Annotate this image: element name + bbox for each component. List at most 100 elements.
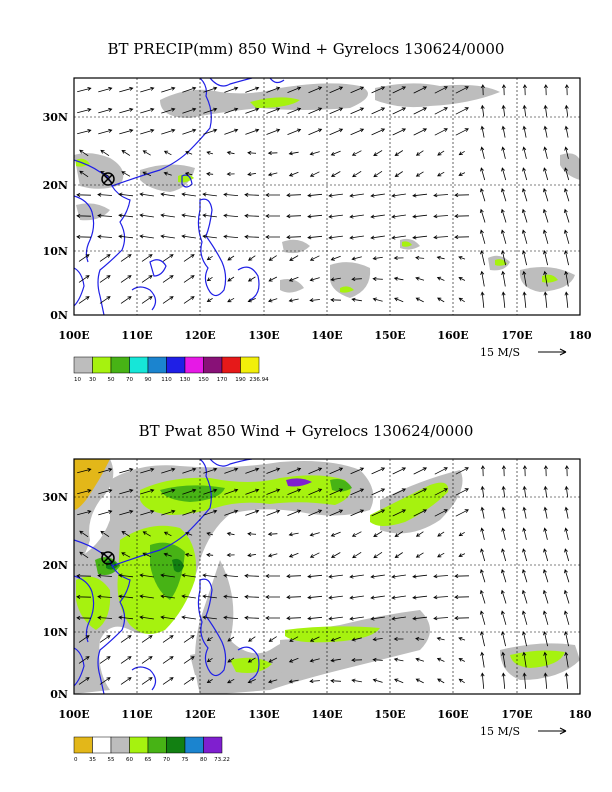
wind-arrow (120, 296, 132, 304)
wind-arrow (480, 485, 485, 498)
wind-arrow (247, 150, 257, 155)
wind-arrow (394, 297, 404, 303)
wind-arrow (372, 657, 383, 662)
colorbar-swatch (129, 356, 149, 374)
wind-arrow (501, 146, 506, 159)
wind-arrow (247, 657, 256, 663)
wind-arrow (307, 574, 323, 579)
wind-arrow (391, 595, 406, 600)
wind-arrow (542, 229, 549, 244)
wind-arrow (522, 465, 527, 477)
wind-arrow (480, 506, 485, 519)
pwat-shading-purple (286, 478, 312, 487)
wind-arrow (501, 84, 506, 96)
wind-arrow (183, 296, 195, 304)
wind-arrow (371, 107, 386, 115)
wind-arrow (564, 125, 569, 138)
wind-arrow (433, 574, 449, 579)
wind-arrow (480, 188, 486, 202)
wind-arrow (434, 488, 448, 496)
wind-arrow (564, 651, 569, 668)
wind-arrow (543, 125, 548, 138)
wind-arrow (437, 531, 445, 537)
wind-arrow (139, 234, 154, 239)
wind-arrow (268, 679, 278, 684)
colorbar-swatch (166, 356, 186, 374)
colorbar-label: 150 (198, 377, 209, 383)
svg-text:30N: 30N (43, 111, 68, 124)
svg-text:140E: 140E (311, 708, 342, 721)
wind-arrow (99, 275, 111, 283)
wind-arrow (223, 573, 239, 578)
coastlines (74, 459, 260, 694)
wind-arrow (351, 531, 362, 537)
wind-arrow (309, 277, 320, 282)
wind-arrow (139, 573, 154, 578)
wind-arrow (286, 214, 302, 219)
wind-arrow (522, 631, 527, 647)
wind-arrow (394, 552, 403, 558)
plot-frame (73, 77, 581, 316)
wind-arrow (564, 465, 569, 477)
wind-arrow (206, 276, 213, 282)
wind-arrow (245, 107, 260, 114)
wind-arrow (413, 488, 428, 496)
wind-arrow (542, 208, 549, 223)
wind-arrow (501, 167, 507, 181)
wind-arrow (244, 594, 260, 599)
wind-arrow (372, 297, 383, 302)
wind-arrow (351, 637, 362, 642)
wind-arrow (265, 573, 280, 579)
wind-arrow (286, 235, 302, 240)
wind-arrow (543, 250, 548, 266)
wind-arrow (161, 128, 176, 135)
wind-arrow (79, 530, 89, 538)
colorbar-label: 60 (126, 757, 133, 763)
x-axis-ticks: 100E 110E 120E 130E 140E 150E 160E 170E … (58, 708, 592, 721)
wind-arrow (458, 172, 466, 176)
wind-arrow (245, 86, 260, 93)
svg-text:100E: 100E (58, 329, 89, 342)
colorbar-swatch (184, 356, 204, 374)
wind-arrow (454, 616, 470, 621)
wind-arrow (121, 171, 131, 177)
x-axis-ticks: 100E 110E 120E 130E 140E 150E 160E 170E … (58, 329, 592, 342)
wind-arrow (267, 172, 278, 177)
wind-arrow (184, 171, 193, 176)
wind-arrow (436, 255, 445, 260)
wind-arrow (182, 128, 197, 135)
wind-arrow (288, 532, 299, 537)
wind-arrow (392, 488, 407, 496)
wind-arrow (371, 86, 386, 94)
wind-arrow (522, 270, 527, 287)
wind-arrow (160, 594, 175, 599)
wind-arrow (244, 615, 260, 620)
wind-arrow (393, 276, 404, 281)
svg-text:170E: 170E (501, 329, 532, 342)
wind-arrow (267, 151, 278, 156)
wind-arrow (223, 192, 239, 197)
wind-arrow (142, 150, 151, 156)
wind-arrow (413, 128, 428, 136)
wind-arrow (372, 276, 383, 281)
wind-arrow (564, 506, 569, 519)
wind-arrow (248, 636, 256, 642)
wind-arrow (480, 527, 485, 540)
svg-text:120E: 120E (184, 329, 215, 342)
wind-arrow (203, 488, 218, 495)
wind-arrow (309, 532, 320, 537)
wind-arrow (501, 270, 506, 287)
wind-arrow (522, 188, 528, 202)
wind-arrow (351, 256, 362, 261)
wind-arrow (161, 107, 176, 114)
wind-arrow (543, 291, 548, 308)
wind-arrow (244, 213, 260, 218)
wind-arrow (564, 84, 569, 96)
wind-vectors (76, 84, 570, 308)
wind-arrow (391, 574, 406, 579)
wind-arrow (543, 465, 548, 477)
wind-arrow (307, 235, 323, 240)
wind-arrow (458, 150, 465, 156)
wind-arrow (266, 107, 281, 114)
wind-arrow (434, 86, 448, 94)
